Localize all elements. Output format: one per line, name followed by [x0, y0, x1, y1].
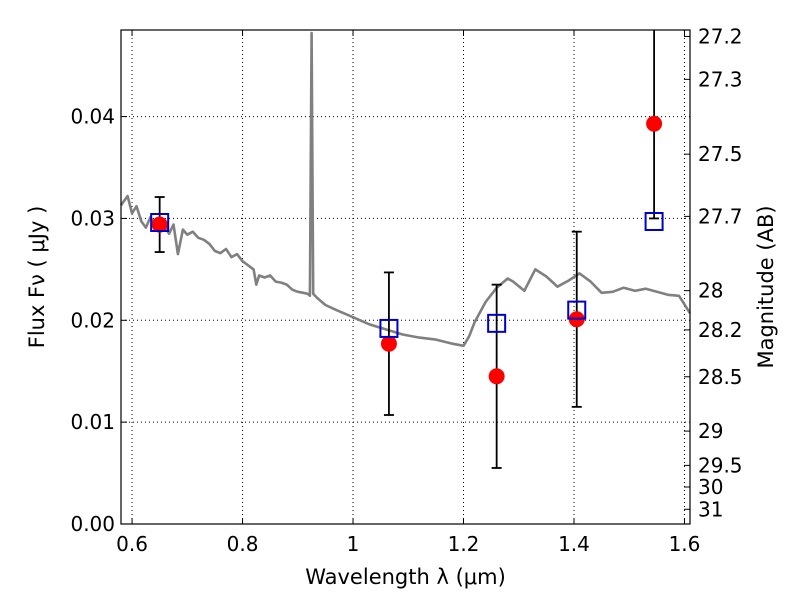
y-tick-label: 0.03	[70, 206, 115, 230]
y-tick-label: 0.02	[70, 308, 115, 332]
mag-tick-label: 28.2	[698, 318, 743, 342]
x-tick-label: 0.8	[227, 532, 259, 556]
errorbar-layer	[154, 30, 660, 469]
x-axis-label: Wavelength λ (μm)	[305, 565, 506, 589]
y-axis-label: Flux Fν ( μJy )	[25, 206, 49, 349]
model-photometry-point	[567, 300, 587, 320]
x-tick-label: 1.2	[448, 532, 480, 556]
x-tick-label: 1.4	[558, 532, 590, 556]
model-photometry-point	[644, 211, 664, 231]
mag-tick-label: 27.5	[698, 142, 743, 166]
model-photometry-point	[379, 318, 399, 338]
observed-point	[488, 368, 505, 385]
mag-tick-label: 29	[698, 419, 723, 443]
plot-frame	[120, 29, 691, 525]
y-tick-label: 0.00	[70, 512, 115, 536]
mag-tick-label: 30	[698, 475, 723, 499]
mag-tick-label: 28.5	[698, 365, 743, 389]
observed-point	[646, 115, 663, 132]
x-tick-label: 1	[347, 532, 360, 556]
y-tick-label: 0.01	[70, 410, 115, 434]
y-tick-label: 0.04	[70, 105, 115, 129]
mag-tick-label: 27.3	[698, 67, 743, 91]
axis-ticks: 0.6 0.8 1 1.2 1.4 1.6 0.00 0.01 0.02 0.03 0.04 27.2…	[70, 24, 742, 556]
observed-point	[380, 335, 397, 352]
right-axis-label: Magnitude (AB)	[754, 205, 778, 368]
model-sed-line	[119, 31, 692, 348]
model-photometry-layer	[150, 211, 664, 338]
mag-tick-label: 28	[698, 279, 723, 303]
model-sed-layer	[119, 31, 692, 348]
mag-tick-label: 27.2	[698, 24, 743, 48]
observed-point	[151, 216, 168, 233]
grid-lines	[121, 30, 690, 525]
x-tick-label: 0.6	[116, 532, 148, 556]
mag-tick-label: 31	[698, 497, 723, 521]
mag-tick-label: 27.7	[698, 204, 743, 228]
model-photometry-point	[487, 313, 507, 333]
mag-tick-label: 29.5	[698, 453, 743, 477]
x-tick-label: 1.6	[669, 532, 701, 556]
observed-points-layer	[151, 115, 663, 385]
model-photometry-point	[150, 213, 170, 233]
